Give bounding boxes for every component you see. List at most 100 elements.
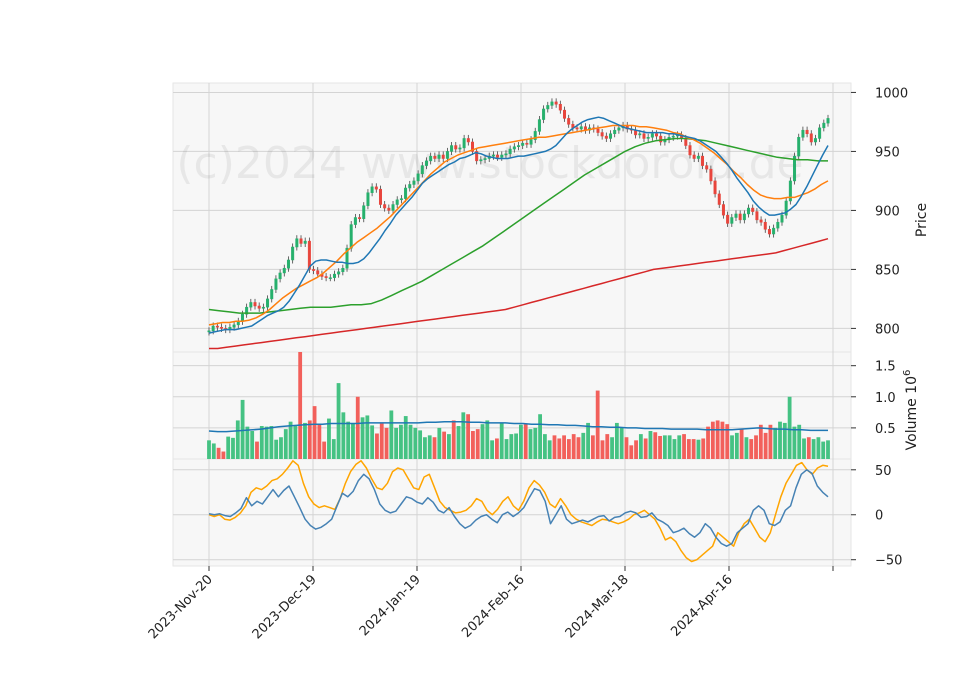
volume-bar — [255, 441, 259, 459]
volume-bar — [259, 426, 264, 459]
volume-bar — [346, 421, 351, 459]
candle-body — [412, 180, 416, 185]
candle-body — [705, 165, 709, 170]
candle-body — [797, 137, 801, 157]
candle-body — [483, 158, 487, 160]
candle-body — [387, 207, 391, 211]
volume-bar — [763, 432, 768, 459]
volume-bar — [605, 434, 610, 459]
candle-body — [429, 155, 433, 162]
candle-body — [738, 213, 742, 221]
candle-body — [253, 302, 257, 307]
volume-bar — [629, 445, 634, 459]
candle-body — [655, 133, 659, 137]
candle-body — [542, 108, 546, 120]
volume-bar — [490, 440, 495, 459]
candle-body — [295, 238, 299, 248]
candle-body — [751, 207, 755, 212]
volume-bar — [610, 437, 614, 459]
price-tick-label: 800 — [875, 322, 900, 337]
candle-body — [257, 305, 261, 309]
volume-bar — [375, 433, 379, 459]
volume-axis-label-exponent: 6 — [902, 370, 913, 376]
volume-bar — [418, 430, 423, 459]
volume-bar — [423, 437, 427, 459]
candle-body — [496, 154, 500, 158]
volume-bar — [686, 439, 691, 459]
oscillator-tick-label: 50 — [875, 464, 892, 479]
candle-body — [767, 229, 771, 235]
volume-bar — [773, 427, 778, 459]
volume-bar — [538, 414, 542, 459]
volume-bar — [437, 427, 442, 459]
candle-body — [546, 105, 550, 110]
volume-bar — [207, 440, 211, 459]
candle-body — [734, 213, 738, 218]
volume-bar — [710, 421, 715, 459]
volume-panel — [207, 352, 830, 459]
candle-body — [278, 272, 282, 280]
candle-body — [671, 135, 675, 138]
volume-bar — [394, 427, 399, 459]
candle-body — [613, 129, 617, 134]
price-axis-label: Price — [914, 203, 930, 237]
candle-body — [395, 199, 399, 205]
candle-body — [793, 155, 797, 182]
volume-bar — [758, 424, 763, 459]
candle-body — [286, 259, 290, 269]
moving-average-green-line — [208, 137, 828, 314]
candle-body — [788, 180, 792, 202]
oscillator-tick-label: 0 — [875, 509, 883, 524]
candle-body — [362, 205, 366, 219]
candle-body — [805, 129, 809, 134]
candle-body — [529, 139, 533, 145]
candle-body — [424, 160, 428, 166]
volume-bar — [240, 399, 245, 459]
candle-body — [512, 146, 516, 150]
volume-bar — [245, 426, 250, 459]
candle-body — [437, 154, 441, 159]
volume-bar — [341, 412, 346, 459]
volume-bar — [495, 438, 499, 459]
volume-bar — [216, 447, 221, 459]
candle-body — [638, 133, 642, 136]
oscillator-panel-bg — [172, 458, 852, 567]
oscillator-panel — [208, 460, 829, 563]
candle-body — [249, 302, 253, 308]
volume-bar — [331, 439, 336, 459]
candle-body — [211, 325, 215, 332]
candle-body — [324, 276, 328, 278]
candle-body — [341, 267, 345, 273]
candle-body — [504, 153, 508, 156]
volume-bar — [648, 431, 653, 459]
candle-body — [801, 129, 805, 138]
volume-bar — [235, 420, 240, 459]
volume-bar — [806, 437, 811, 459]
volume-bar — [744, 437, 749, 459]
candle-body — [274, 278, 278, 290]
candle-body — [399, 198, 403, 201]
candle-body — [291, 246, 295, 261]
volume-bar — [739, 429, 744, 459]
volume-bar — [624, 437, 629, 459]
volume-bar — [322, 441, 327, 459]
candle-body — [462, 138, 466, 149]
volume-axis-label-text: Volume 10 — [904, 376, 920, 450]
candle-body — [491, 154, 495, 157]
volume-bar — [451, 420, 456, 459]
volume-bar — [614, 422, 619, 459]
volume-bar — [303, 422, 307, 459]
volume-bar — [499, 422, 504, 459]
volume-bar — [638, 434, 643, 459]
price-panel — [207, 98, 830, 350]
volume-bar — [782, 422, 787, 459]
candle-body — [717, 193, 721, 205]
candle-body — [207, 330, 211, 333]
candle-body — [600, 132, 604, 137]
volume-bar — [399, 424, 403, 459]
candle-body — [575, 127, 579, 130]
candle-body — [416, 173, 420, 182]
candle-body — [391, 204, 395, 211]
candle-body — [454, 145, 458, 150]
